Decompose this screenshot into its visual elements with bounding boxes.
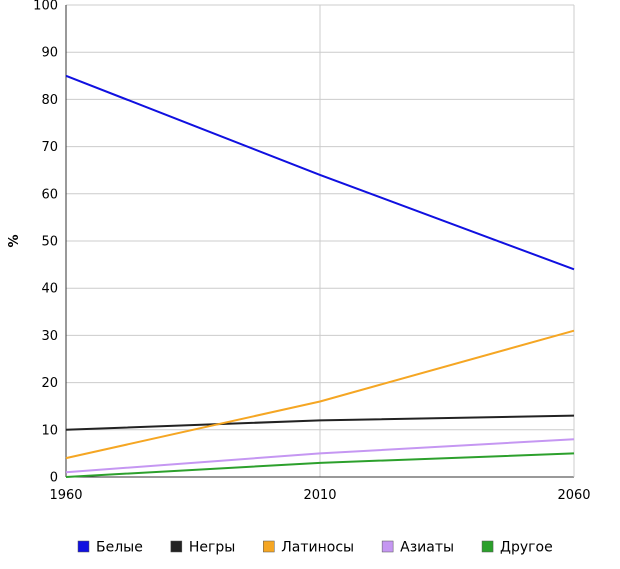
legend-swatch <box>170 540 183 553</box>
series-line-1 <box>65 74 575 271</box>
series-line-5 <box>65 452 575 478</box>
legend-label: Латиносы <box>281 540 354 556</box>
y-tick-label: 40 <box>41 282 58 297</box>
legend-label: Другое <box>500 540 553 556</box>
legend-item[interactable]: Белые <box>77 540 143 556</box>
legend-swatch <box>381 540 394 553</box>
y-tick-label: 30 <box>41 329 58 344</box>
series-lines <box>65 74 575 478</box>
legend-swatch <box>481 540 494 553</box>
y-tick-label: 90 <box>41 46 58 61</box>
y-tick-label: 80 <box>41 93 58 108</box>
y-tick-label: 20 <box>41 376 58 391</box>
legend-label: Азиаты <box>400 540 454 556</box>
legend-label: Белые <box>96 540 143 556</box>
axes <box>65 5 575 478</box>
y-tick-label: 100 <box>33 0 58 14</box>
legend-item[interactable]: Другое <box>481 540 553 556</box>
legend-swatch <box>263 540 275 553</box>
x-tick-label: 2010 <box>303 488 336 503</box>
y-tick-labels: 0 10 20 30 40 50 60 70 80 90 100 <box>33 0 58 486</box>
y-tick-label: 60 <box>41 187 58 202</box>
series-line-4 <box>65 438 575 474</box>
x-tick-label: 1960 <box>49 488 82 503</box>
legend-label: Негры <box>189 540 235 556</box>
x-tick-labels: 1960 2010 2060 <box>49 488 590 503</box>
grid <box>66 4 574 477</box>
legend-item[interactable]: Латиносы <box>263 540 354 556</box>
series-line-2 <box>65 414 575 431</box>
y-tick-label: 50 <box>41 235 58 250</box>
y-tick-label: 0 <box>50 471 58 486</box>
x-tick-label: 2060 <box>557 488 590 503</box>
y-tick-label: 10 <box>41 423 58 438</box>
y-tick-label: 70 <box>41 140 58 155</box>
y-axis-title: % <box>7 234 22 247</box>
series-line-3 <box>65 329 575 460</box>
legend[interactable]: Белые Негры Латиносы Азиаты Другое <box>77 540 553 556</box>
legend-item[interactable]: Негры <box>170 540 235 556</box>
legend-item[interactable]: Азиаты <box>381 540 454 556</box>
legend-swatch <box>77 540 90 553</box>
